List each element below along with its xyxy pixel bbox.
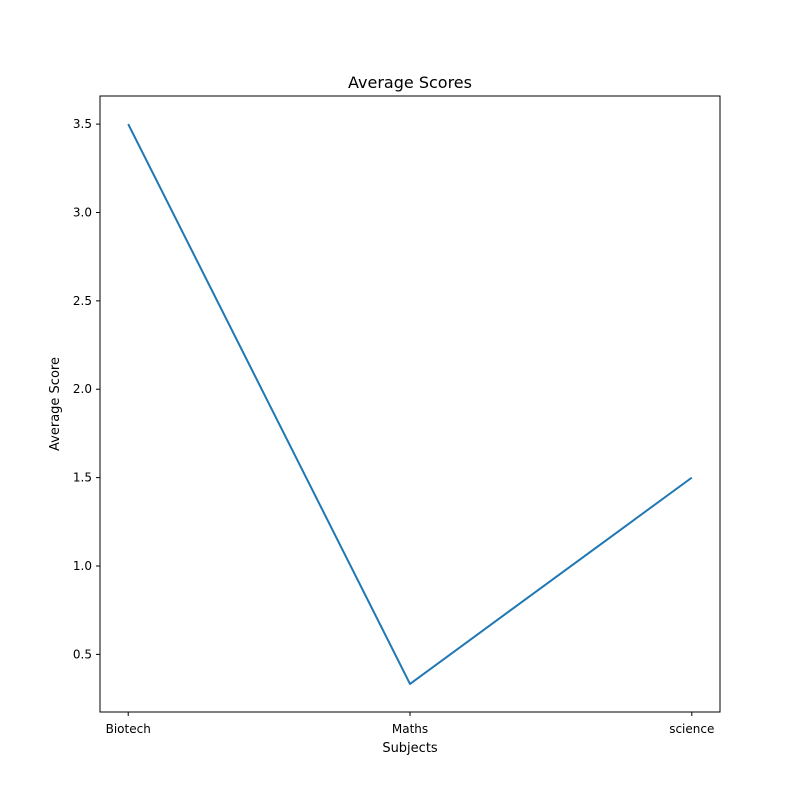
x-tick-label: science <box>669 722 714 736</box>
y-tick-label: 0.5 <box>73 647 92 661</box>
y-tick-label: 2.5 <box>73 294 92 308</box>
y-axis-label: Average Score <box>48 357 63 451</box>
chart-title: Average Scores <box>348 73 472 92</box>
series-layer <box>127 123 693 685</box>
x-axis: Biotech Maths science <box>106 712 714 736</box>
x-tick-label: Biotech <box>106 722 151 736</box>
x-tick-label: Maths <box>392 722 428 736</box>
series-line <box>127 123 693 685</box>
y-axis: 0.5 1.0 1.5 2.0 2.5 3.0 3.5 <box>73 117 100 661</box>
y-tick-label: 1.0 <box>73 559 92 573</box>
plot-frame <box>99 95 721 713</box>
plot-area: 0.5 1.0 1.5 2.0 2.5 3.0 3.5 Biotech Maths scienc… <box>73 95 721 736</box>
y-tick-label: 1.5 <box>73 471 92 485</box>
y-tick-label: 3.5 <box>73 117 92 131</box>
y-tick-label: 2.0 <box>73 382 92 396</box>
x-axis-label: Subjects <box>382 741 438 756</box>
y-tick-label: 3.0 <box>73 205 92 219</box>
